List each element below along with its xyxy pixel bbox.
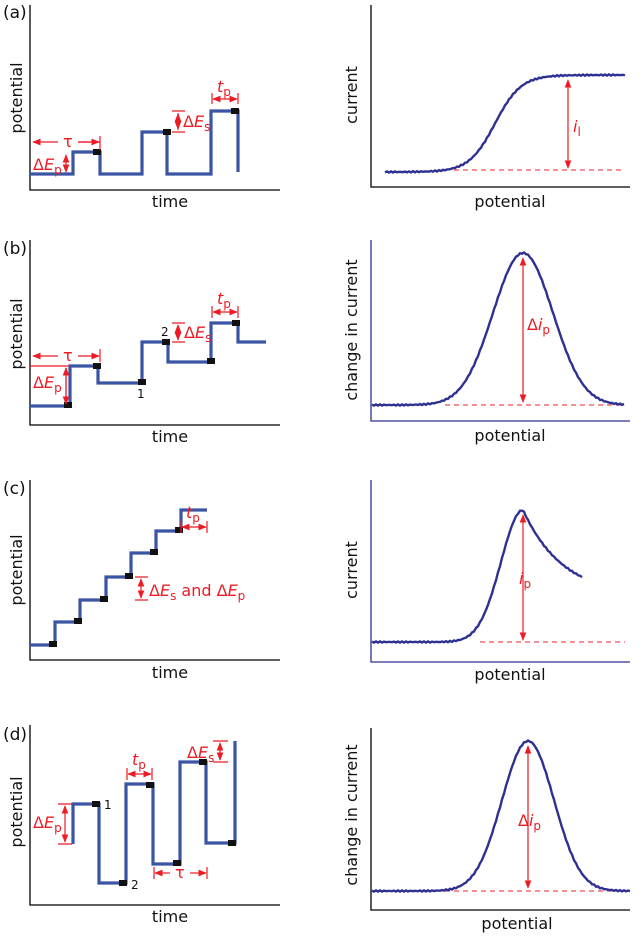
panel-label: (b) xyxy=(3,239,27,259)
y-axis-label: change in current xyxy=(342,259,361,400)
sample-label-2: 2 xyxy=(131,878,139,892)
peak-response-curve xyxy=(371,251,625,407)
tau-label: τ xyxy=(63,132,73,151)
sample-marker xyxy=(138,379,146,385)
x-axis-label: potential xyxy=(474,192,545,211)
sample-label-2: 2 xyxy=(161,325,169,339)
delta-ep-label: ΔEp xyxy=(33,373,62,395)
y-axis-label: current xyxy=(342,66,361,124)
x-axis-label: time xyxy=(152,663,188,682)
sample-marker xyxy=(162,339,170,345)
panel-label: (a) xyxy=(3,3,27,23)
sample-marker xyxy=(93,363,101,369)
x-axis-label: potential xyxy=(474,426,545,445)
sample-marker xyxy=(232,320,240,326)
y-axis-label: change in current xyxy=(342,744,361,885)
delta-ep-label: ΔEp xyxy=(33,155,62,177)
sample-marker xyxy=(49,641,57,647)
y-axis-label: current xyxy=(342,541,361,599)
panel-a: (a) potential time τ ΔEp ΔEs tp current … xyxy=(3,3,630,211)
delta-es-label: ΔEs xyxy=(187,743,214,765)
tau-label: τ xyxy=(63,346,73,365)
x-axis-label: time xyxy=(152,192,188,211)
delta-es-label: ΔEs xyxy=(183,112,210,134)
sigmoid-response-curve xyxy=(384,73,626,174)
sample-marker xyxy=(231,108,239,114)
peak-response-curve xyxy=(371,739,631,893)
sample-marker xyxy=(163,129,171,135)
tau-label: τ xyxy=(175,863,185,882)
sample-marker xyxy=(64,402,72,408)
x-axis-label: potential xyxy=(481,914,552,933)
sample-marker xyxy=(207,358,215,364)
limiting-current-label: il xyxy=(573,117,581,139)
panel-label: (d) xyxy=(3,725,27,745)
sample-marker xyxy=(74,618,82,624)
tp-label: tp xyxy=(186,503,200,525)
delta-es-and-ep-label: ΔEs and ΔEp xyxy=(149,581,245,603)
y-axis-label: potential xyxy=(7,534,26,605)
response-axes xyxy=(370,480,630,663)
panel-label: (c) xyxy=(3,479,26,499)
sample-marker xyxy=(173,860,181,866)
axes xyxy=(29,240,280,426)
sample-marker xyxy=(92,801,100,807)
delta-es-label: ΔEs xyxy=(184,323,211,345)
sample-marker xyxy=(146,782,154,788)
x-axis-label: time xyxy=(152,907,188,926)
sample-label-1: 1 xyxy=(137,387,145,401)
x-axis-label: time xyxy=(152,427,188,446)
sample-marker xyxy=(175,527,183,533)
sample-marker xyxy=(100,596,108,602)
sample-label-1: 1 xyxy=(104,798,112,812)
tp-label: tp xyxy=(217,289,231,311)
peak-response-curve xyxy=(371,509,583,644)
panel-d: (d) potential time 1 2 ΔEp tp τ ΔEs chan… xyxy=(3,725,631,933)
axes xyxy=(29,480,280,661)
peak-current-label: Δip xyxy=(527,315,550,337)
sample-marker xyxy=(93,149,101,155)
potential-waveform xyxy=(71,741,237,885)
potential-waveform xyxy=(30,109,240,176)
peak-current-label: Δip xyxy=(518,811,541,833)
panel-b: (b) potential time 1 2 τ ΔEp ΔEs tp chan… xyxy=(3,239,630,446)
sample-marker xyxy=(228,840,236,846)
tp-label: tp xyxy=(132,750,146,772)
sample-marker xyxy=(199,759,207,765)
y-axis-label: potential xyxy=(7,62,26,133)
axes xyxy=(29,5,280,191)
response-axes xyxy=(370,728,630,911)
tp-label: tp xyxy=(217,77,231,99)
sample-marker xyxy=(119,880,127,886)
sample-marker xyxy=(125,573,133,579)
axes xyxy=(29,725,280,906)
y-axis-label: potential xyxy=(7,776,26,847)
peak-current-label: ip xyxy=(519,569,531,591)
panel-c: (c) potential time ΔEs and ΔEp tp curren… xyxy=(3,479,630,684)
delta-ep-label: ΔEp xyxy=(33,813,62,835)
sample-marker xyxy=(150,549,158,555)
y-axis-label: potential xyxy=(7,298,26,369)
response-axes xyxy=(370,240,630,422)
x-axis-label: potential xyxy=(474,665,545,684)
response-axes xyxy=(370,5,630,188)
